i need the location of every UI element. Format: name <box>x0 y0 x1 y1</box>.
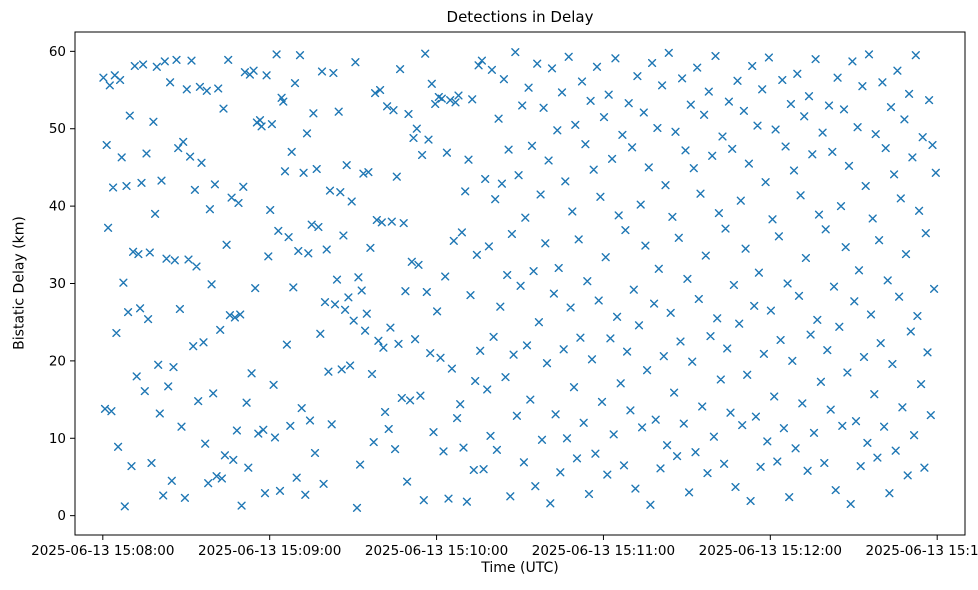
x-axis-label: Time (UTC) <box>481 560 559 576</box>
x-tick-label: 2025-06-13 15:13:00 <box>865 543 978 559</box>
x-tick-label: 2025-06-13 15:09:00 <box>198 543 341 559</box>
y-tick-label: 10 <box>49 431 66 447</box>
y-tick-label: 20 <box>49 353 66 369</box>
scatter-points <box>99 48 940 512</box>
y-tick-label: 30 <box>49 276 66 292</box>
x-tick-label: 2025-06-13 15:12:00 <box>699 543 842 559</box>
x-tick-label: 2025-06-13 15:08:00 <box>31 543 174 559</box>
x-tick-label: 2025-06-13 15:11:00 <box>532 543 675 559</box>
y-tick-label: 60 <box>49 44 66 60</box>
y-tick-label: 40 <box>49 199 66 215</box>
chart-title: Detections in Delay <box>446 8 594 26</box>
x-tick-label: 2025-06-13 15:10:00 <box>365 543 508 559</box>
y-tick-label: 0 <box>57 508 66 524</box>
y-tick-label: 50 <box>49 121 66 137</box>
